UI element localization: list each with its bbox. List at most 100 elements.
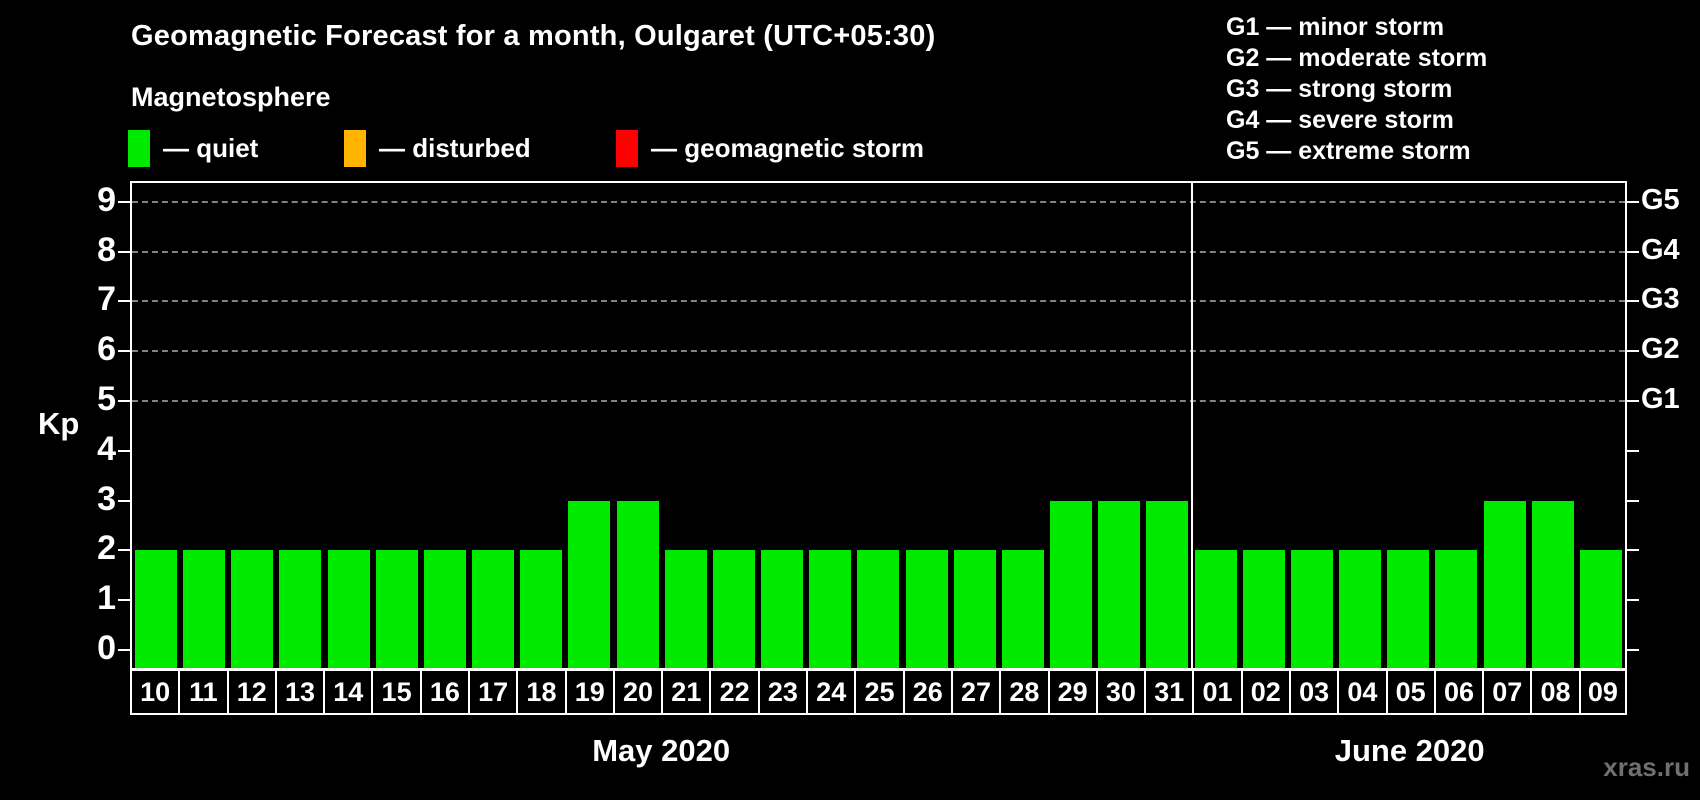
day-label-03: 03 xyxy=(1288,669,1340,715)
kp-bar-day-09 xyxy=(1579,550,1622,668)
g4-legend-line: G4 — severe storm xyxy=(1226,106,1454,134)
day-label-23: 23 xyxy=(757,669,809,715)
kp-bar-day-10 xyxy=(135,550,177,668)
day-label-15: 15 xyxy=(371,669,422,715)
day-label-25: 25 xyxy=(854,669,905,715)
kp-bar-day-06 xyxy=(1435,550,1478,668)
right-tick-3 xyxy=(1627,499,1639,502)
day-label-29: 29 xyxy=(1047,669,1098,715)
kp-bar-day-20 xyxy=(616,500,659,668)
left-tick-4 xyxy=(118,449,130,452)
kp-bar-day-31 xyxy=(1146,500,1189,668)
kp-bar-day-26 xyxy=(905,550,948,668)
kp-bar-day-30 xyxy=(1098,500,1141,668)
y-tick-label-3: 3 xyxy=(97,479,116,518)
legend-heading: Magnetosphere xyxy=(131,82,331,112)
day-label-18: 18 xyxy=(516,669,567,715)
kp-bar-day-08 xyxy=(1531,500,1574,668)
left-tick-0 xyxy=(118,649,130,651)
day-label-21: 21 xyxy=(661,669,712,715)
quiet-color-swatch xyxy=(128,129,150,167)
right-tick-7 xyxy=(1627,300,1639,303)
kp-bar-day-19 xyxy=(568,500,611,668)
g-scale-tick-g3: G3 xyxy=(1641,283,1680,316)
kp-bar-day-16 xyxy=(423,550,466,668)
g1-legend-line: G1 — minor storm xyxy=(1226,13,1445,41)
g-scale-legend: G1 — minor storm G2 — moderate storm G3 … xyxy=(1226,12,1487,167)
kp-bar-day-04 xyxy=(1339,550,1382,668)
y-tick-label-2: 2 xyxy=(97,529,116,568)
day-label-10: 10 xyxy=(130,669,181,715)
day-label-06: 06 xyxy=(1433,669,1485,715)
left-tick-1 xyxy=(118,599,130,602)
left-tick-9 xyxy=(118,200,130,203)
gridline-kp7 xyxy=(132,300,1625,303)
disturbed-color-swatch xyxy=(344,129,366,167)
day-label-01: 01 xyxy=(1192,669,1243,715)
kp-bar-day-17 xyxy=(472,550,515,668)
kp-bar-day-28 xyxy=(1001,550,1044,668)
gridline-kp8 xyxy=(132,250,1625,253)
y-tick-label-7: 7 xyxy=(97,280,116,319)
day-label-02: 02 xyxy=(1240,669,1291,715)
storm-color-swatch xyxy=(616,129,638,167)
day-label-24: 24 xyxy=(806,669,857,715)
kp-bar-day-23 xyxy=(761,550,804,668)
chart-title: Geomagnetic Forecast for a month, Oulgar… xyxy=(131,20,936,52)
day-label-04: 04 xyxy=(1337,669,1388,715)
y-tick-label-9: 9 xyxy=(97,180,116,219)
right-tick-5 xyxy=(1627,400,1639,402)
kp-bar-day-12 xyxy=(231,550,274,668)
y-tick-label-4: 4 xyxy=(97,429,116,468)
day-label-09: 09 xyxy=(1578,669,1627,715)
left-tick-8 xyxy=(118,250,130,253)
y-tick-label-0: 0 xyxy=(97,629,116,667)
left-tick-7 xyxy=(118,300,130,303)
day-label-27: 27 xyxy=(950,669,1002,715)
kp-bar-day-29 xyxy=(1050,500,1093,668)
gridline-kp9 xyxy=(132,200,1625,203)
g-scale-tick-g1: G1 xyxy=(1641,383,1680,415)
left-tick-6 xyxy=(118,350,130,353)
day-label-05: 05 xyxy=(1385,669,1436,715)
day-label-19: 19 xyxy=(564,669,615,715)
day-label-28: 28 xyxy=(999,669,1050,715)
g-scale-tick-g2: G2 xyxy=(1641,333,1680,366)
y-tick-label-5: 5 xyxy=(97,380,116,418)
plot-area xyxy=(130,181,1627,670)
right-tick-6 xyxy=(1627,350,1639,353)
right-tick-0 xyxy=(1627,649,1639,651)
month-separator xyxy=(1190,183,1193,668)
left-tick-3 xyxy=(118,499,130,502)
kp-bar-day-21 xyxy=(664,550,707,668)
kp-bar-day-24 xyxy=(809,550,852,668)
y-axis-label: Kp xyxy=(38,406,80,441)
kp-bar-day-22 xyxy=(712,550,755,668)
kp-bar-day-27 xyxy=(953,550,996,668)
day-label-14: 14 xyxy=(323,669,374,715)
right-tick-8 xyxy=(1627,250,1639,253)
legend-item-storm: — geomagnetic storm xyxy=(616,129,924,167)
legend-item-label: — disturbed xyxy=(379,132,531,163)
kp-bar-day-11 xyxy=(183,550,226,668)
day-label-31: 31 xyxy=(1144,669,1195,715)
kp-bar-day-03 xyxy=(1290,550,1333,668)
left-tick-5 xyxy=(118,400,130,402)
kp-bar-day-05 xyxy=(1387,550,1430,668)
day-label-11: 11 xyxy=(178,669,229,715)
y-tick-label-6: 6 xyxy=(97,330,116,369)
legend-item-label: — geomagnetic storm xyxy=(651,132,925,163)
left-tick-2 xyxy=(118,549,130,552)
kp-bar-day-07 xyxy=(1483,500,1526,668)
kp-bar-day-14 xyxy=(327,550,370,668)
right-tick-2 xyxy=(1627,549,1639,552)
legend-item-quiet: — quiet xyxy=(128,129,258,167)
month-label-1: June 2020 xyxy=(1334,733,1485,768)
kp-bar-day-15 xyxy=(375,550,418,668)
right-tick-4 xyxy=(1627,449,1639,452)
y-tick-label-8: 8 xyxy=(97,230,116,269)
day-label-13: 13 xyxy=(274,669,326,715)
legend-item-disturbed: — disturbed xyxy=(344,129,531,167)
day-label-12: 12 xyxy=(226,669,277,715)
g-scale-tick-g5: G5 xyxy=(1641,183,1680,216)
